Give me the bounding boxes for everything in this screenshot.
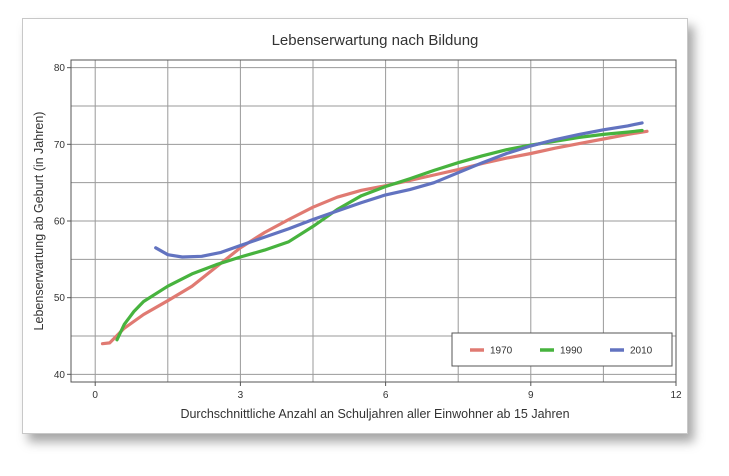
x-axis-label: Durchschnittliche Anzahl an Schuljahren … [180, 407, 569, 421]
legend-label-2010: 2010 [630, 346, 653, 357]
chart-title: Lebenserwartung nach Bildung [272, 32, 479, 49]
x-tick-label: 12 [670, 390, 682, 401]
y-tick-label: 40 [54, 370, 66, 381]
legend: 1970 1990 2010 [451, 332, 673, 367]
x-tick-label: 9 [528, 390, 534, 401]
legend-label-1990: 1990 [560, 346, 583, 357]
series-line-1990 [115, 128, 644, 342]
y-axis-label: Lebenserwartung ab Geburt (in Jahren) [32, 112, 46, 331]
legend-box [451, 332, 673, 367]
y-tick-label: 70 [54, 140, 66, 151]
legend-label-1970: 1970 [490, 346, 513, 357]
y-tick-label: 80 [54, 63, 66, 74]
series-line-1970 [100, 129, 649, 346]
grid [71, 60, 676, 382]
y-tick-label: 60 [54, 217, 66, 228]
y-tick-label: 50 [54, 293, 66, 304]
x-tick-label: 6 [383, 390, 389, 401]
ticks: 0 3 6 9 12 40 50 60 70 80 [54, 63, 682, 401]
x-tick-label: 0 [92, 390, 98, 401]
series-lines [100, 121, 649, 346]
series-line-2010 [154, 121, 644, 259]
x-tick-label: 3 [238, 390, 244, 401]
